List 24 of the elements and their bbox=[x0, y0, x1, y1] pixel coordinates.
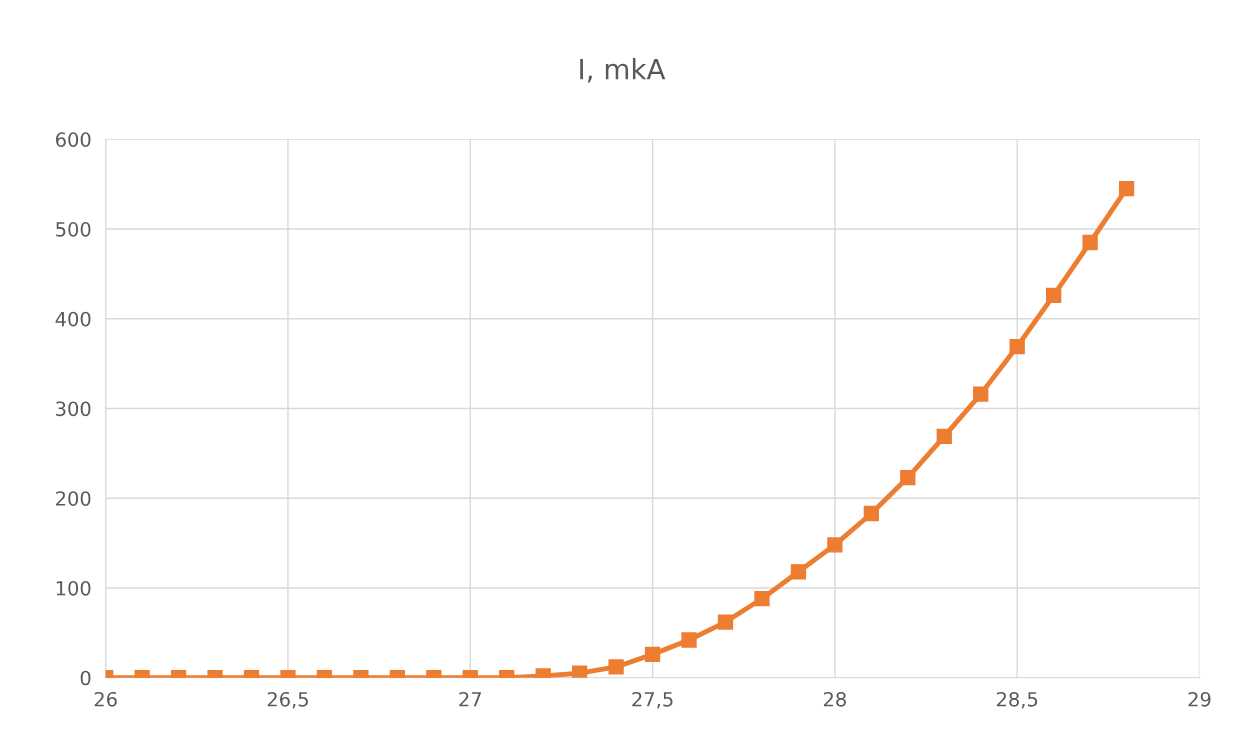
y-tick-label: 200 bbox=[56, 491, 91, 506]
point bbox=[572, 665, 588, 678]
x-tick-label: 27,5 bbox=[632, 691, 673, 709]
point bbox=[973, 386, 989, 402]
point bbox=[1046, 287, 1062, 304]
y-tick-label: 300 bbox=[56, 401, 91, 417]
x-tick-label: 27 bbox=[459, 691, 481, 707]
point bbox=[1118, 181, 1135, 197]
y-tick-label: 0 bbox=[80, 670, 91, 686]
x-tick-label: 28 bbox=[823, 691, 846, 707]
y-tick-label: 400 bbox=[55, 311, 91, 327]
x-tick-label: 26,5 bbox=[267, 691, 308, 709]
point bbox=[1009, 338, 1025, 355]
point bbox=[863, 505, 879, 522]
x-tick-label: 29 bbox=[1188, 691, 1211, 707]
point bbox=[900, 469, 916, 486]
x-tick-label: 26 bbox=[94, 691, 117, 707]
y-tick-label: 600 bbox=[56, 132, 91, 147]
chart-title: I, mkA bbox=[580, 58, 666, 83]
point bbox=[1082, 234, 1098, 251]
y-tick-label: 500 bbox=[56, 221, 91, 237]
point bbox=[936, 428, 952, 444]
x-tick-label: 28,5 bbox=[996, 691, 1038, 709]
y-tick-label: 100 bbox=[56, 580, 91, 596]
